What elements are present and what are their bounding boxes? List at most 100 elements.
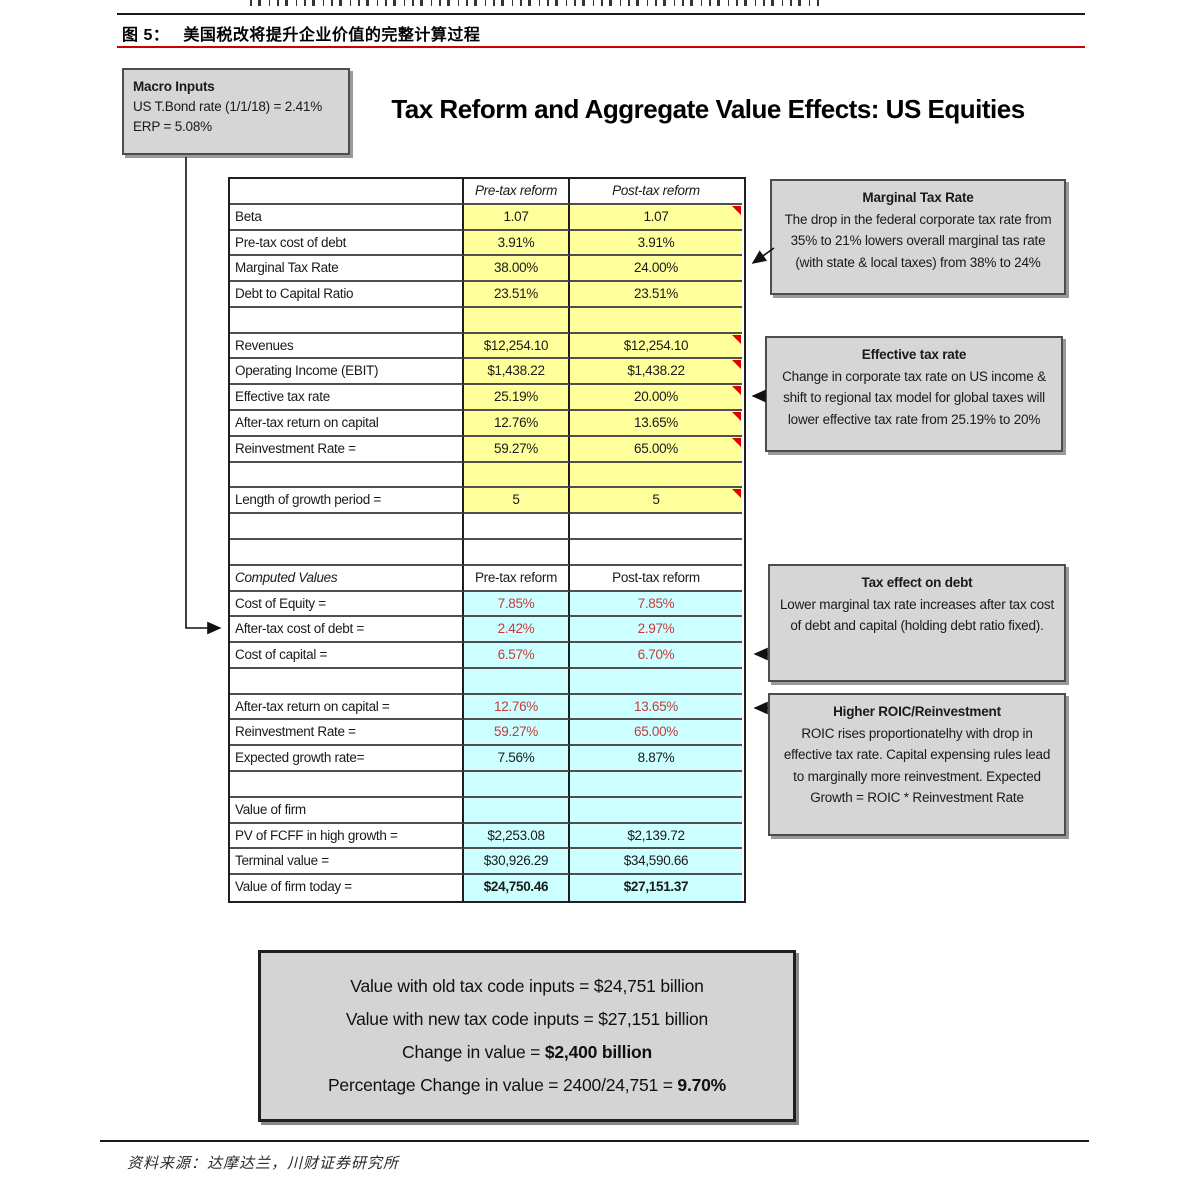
macro-inputs-box: Macro Inputs US T.Bond rate (1/1/18) = 2… — [122, 68, 350, 155]
table-row: Debt to Capital Ratio 23.51% 23.51% — [230, 282, 744, 308]
table-row: PV of FCFF in high growth = $2,253.08 $2… — [230, 823, 744, 850]
row-label — [230, 462, 464, 489]
pre-tax-cell: Pre-tax reform — [464, 565, 570, 592]
valuation-table: Pre-tax reform Post-tax reform Beta 1.07… — [228, 177, 746, 903]
callout-marginal-tax-rate: Marginal Tax Rate The drop in the federa… — [770, 179, 1066, 295]
table-row: Beta 1.07 1.07 — [230, 204, 744, 231]
post-tax-cell — [570, 462, 742, 489]
erp-line: ERP = 5.08% — [133, 119, 212, 134]
value-change-summary-box: Value with old tax code inputs = $24,751… — [258, 950, 796, 1122]
row-label: Debt to Capital Ratio — [230, 282, 464, 308]
table-row: Value of firm today = $24,750.46 $27,151… — [230, 875, 744, 901]
row-label: Cost of Equity = — [230, 591, 464, 618]
pre-tax-cell — [464, 668, 570, 695]
cropped-text-remnant — [250, 0, 825, 6]
post-tax-cell: 6.70% — [570, 643, 742, 669]
table-row: Length of growth period = 5 5 — [230, 488, 744, 515]
post-tax-cell: 7.85% — [570, 591, 742, 618]
table-row: Operating Income (EBIT) $1,438.22 $1,438… — [230, 359, 744, 386]
post-tax-cell: 1.07 — [570, 204, 742, 231]
table-row: After-tax return on capital = 12.76% 13.… — [230, 694, 744, 721]
row-label: Value of firm — [230, 797, 464, 824]
pre-tax-cell: 5 — [464, 488, 570, 515]
row-label: Effective tax rate — [230, 385, 464, 412]
row-label: Reinvestment Rate = — [230, 720, 464, 747]
table-row: Value of firm — [230, 797, 744, 824]
table-row: Effective tax rate 25.19% 20.00% — [230, 385, 744, 412]
pre-tax-cell: 2.42% — [464, 617, 570, 644]
post-tax-cell: $2,139.72 — [570, 823, 742, 850]
callout-body: Change in corporate tax rate on US incom… — [782, 368, 1046, 427]
table-row: Expected growth rate= 7.56% 8.87% — [230, 746, 744, 772]
row-label: After-tax return on capital — [230, 411, 464, 437]
table-row: Revenues $12,254.10 $12,254.10 — [230, 333, 744, 360]
row-label: Marginal Tax Rate — [230, 256, 464, 283]
callout-title: Marginal Tax Rate — [862, 190, 974, 205]
pre-tax-cell: Pre-tax reform — [464, 179, 570, 205]
post-tax-cell — [570, 307, 742, 334]
callout-body: Lower marginal tax rate increases after … — [779, 596, 1055, 634]
figure-title-text: 美国税改将提升企业价值的完整计算过程 — [183, 27, 481, 44]
callout-higher-roic-reinvestment: Higher ROIC/Reinvestment ROIC rises prop… — [768, 693, 1066, 836]
pre-tax-cell: $1,438.22 — [464, 359, 570, 386]
row-label — [230, 514, 464, 540]
table-row: Cost of capital = 6.57% 6.70% — [230, 643, 744, 669]
post-tax-cell — [570, 514, 742, 540]
row-label: Pre-tax cost of debt — [230, 230, 464, 257]
table-row: After-tax cost of debt = 2.42% 2.97% — [230, 617, 744, 644]
pre-tax-cell: 3.91% — [464, 230, 570, 257]
table-row — [230, 539, 744, 566]
row-label — [230, 668, 464, 695]
row-label: After-tax cost of debt = — [230, 617, 464, 644]
post-tax-cell: $27,151.37 — [570, 875, 742, 901]
row-label: PV of FCFF in high growth = — [230, 823, 464, 850]
post-tax-cell: Post-tax reform — [570, 566, 742, 592]
pre-tax-cell: 7.85% — [464, 591, 570, 618]
table-row: Reinvestment Rate = 59.27% 65.00% — [230, 436, 744, 463]
post-tax-cell: 24.00% — [570, 256, 742, 283]
pre-tax-cell — [464, 539, 570, 566]
table-row: Pre-tax reform Post-tax reform — [230, 179, 744, 205]
post-tax-cell: 8.87% — [570, 746, 742, 772]
table-row: After-tax return on capital 12.76% 13.65… — [230, 411, 744, 437]
post-tax-cell: 65.00% — [570, 436, 742, 463]
pre-tax-cell: 23.51% — [464, 282, 570, 308]
table-row — [230, 462, 744, 489]
pre-tax-cell: $12,254.10 — [464, 333, 570, 360]
post-tax-cell — [570, 540, 742, 566]
row-label: Terminal value = — [230, 849, 464, 876]
red-divider — [117, 46, 1085, 48]
row-label: Reinvestment Rate = — [230, 436, 464, 463]
callout-effective-tax-rate: Effective tax rate Change in corporate t… — [765, 336, 1063, 452]
callout-body: ROIC rises proportionatelhy with drop in… — [783, 725, 1051, 806]
callout-title: Tax effect on debt — [861, 575, 973, 590]
row-label — [230, 771, 464, 798]
callout-title: Effective tax rate — [861, 347, 967, 362]
post-tax-cell: 13.65% — [570, 411, 742, 437]
table-row — [230, 514, 744, 540]
post-tax-cell — [570, 797, 742, 824]
figure-caption: 图 5： 美国税改将提升企业价值的完整计算过程 — [122, 21, 480, 45]
summary-line: Change in value = $2,400 billion — [402, 1042, 652, 1062]
row-label: Length of growth period = — [230, 488, 464, 515]
table-row: Pre-tax cost of debt 3.91% 3.91% — [230, 230, 744, 257]
summary-line: Percentage Change in value = 2400/24,751… — [327, 1075, 727, 1095]
row-label: Revenues — [230, 333, 464, 360]
row-label: Operating Income (EBIT) — [230, 359, 464, 386]
table-row: Marginal Tax Rate 38.00% 24.00% — [230, 256, 744, 283]
chart-title: Tax Reform and Aggregate Value Effects: … — [391, 94, 1025, 124]
summary-line: Value with new tax code inputs = $27,151… — [345, 1009, 709, 1029]
post-tax-cell: Post-tax reform — [570, 179, 742, 205]
pre-tax-cell: 38.00% — [464, 256, 570, 283]
pre-tax-cell: 59.27% — [464, 720, 570, 747]
pre-tax-cell: $30,926.29 — [464, 849, 570, 876]
summary-line: Value with old tax code inputs = $24,751… — [350, 976, 704, 996]
callout-tax-effect-on-debt: Tax effect on debt Lower marginal tax ra… — [768, 564, 1066, 682]
row-label — [230, 539, 464, 566]
pre-tax-cell — [464, 307, 570, 334]
post-tax-cell: 3.91% — [570, 230, 742, 257]
post-tax-cell: 20.00% — [570, 385, 742, 412]
post-tax-cell: $34,590.66 — [570, 849, 742, 876]
pre-tax-cell: 12.76% — [464, 411, 570, 437]
